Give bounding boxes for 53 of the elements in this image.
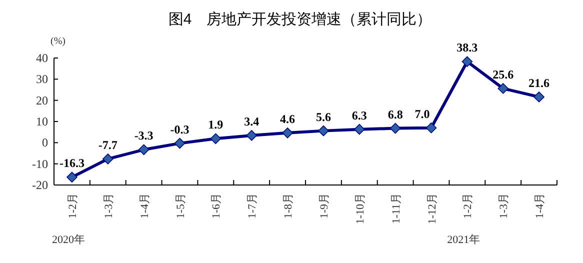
x-tick-label: 1-11月	[390, 193, 402, 224]
x-tick-label: 1-2月	[462, 193, 474, 219]
data-label: 3.4	[244, 114, 260, 128]
data-label: 4.6	[280, 112, 296, 126]
text: 2021年	[447, 234, 480, 246]
data-label: -0.3	[170, 122, 190, 136]
data-label: 6.3	[352, 108, 367, 122]
point	[462, 56, 473, 67]
x-tick-label: 1-4月	[138, 193, 151, 219]
point	[390, 122, 401, 134]
x-tick-label: 1-3月	[102, 193, 115, 219]
data-label: -7.7	[98, 138, 118, 152]
data-label: 7.0	[414, 106, 430, 121]
point	[174, 138, 186, 149]
point	[534, 92, 544, 102]
y-tick-label: 30	[36, 72, 48, 86]
text: 2020年	[52, 234, 85, 246]
point	[66, 172, 78, 183]
x-tick-label: 1-7月	[246, 193, 259, 219]
data-label: 1.9	[208, 118, 224, 132]
x-tick-label: 1-10月	[354, 193, 366, 224]
x-tick-label: 1-3月	[498, 193, 510, 219]
x-tick-label: 1-8月	[282, 193, 295, 219]
x-tick-label: 1-4月	[534, 193, 546, 219]
data-label: -16.3	[59, 156, 84, 170]
point	[138, 144, 150, 156]
x-tick-label: 1-6月	[210, 193, 223, 219]
y-tick-label: 40	[36, 51, 48, 65]
y-tick-label: -10	[32, 156, 48, 171]
point	[426, 122, 437, 134]
point	[246, 130, 258, 141]
point	[354, 124, 365, 135]
data-label: 21.6	[528, 76, 550, 90]
data-label: -3.3	[134, 128, 154, 143]
y-tick-label: 20	[36, 93, 48, 108]
data-label: 38.3	[456, 40, 478, 55]
point	[210, 133, 222, 144]
point	[318, 125, 329, 136]
point	[102, 154, 114, 164]
data-label: 5.6	[316, 110, 331, 124]
x-tick-label: 1-5月	[174, 193, 187, 219]
y-tick-label: -20	[32, 178, 48, 192]
y-tick-label: 10	[36, 114, 48, 128]
chart-title: 图4 房地产开发投资增速（累计同比）	[168, 11, 432, 28]
x-tick-label: 1-12月	[426, 193, 438, 224]
x-tick-label: 1-2月	[66, 193, 79, 219]
y-axis-title: (%)	[50, 36, 66, 47]
point	[282, 128, 293, 138]
y-tick-label: 0	[42, 136, 48, 150]
x-tick-label: 1-9月	[318, 193, 330, 219]
data-label: 6.8	[388, 107, 403, 122]
point	[498, 83, 509, 94]
data-label: 25.6	[492, 67, 514, 82]
